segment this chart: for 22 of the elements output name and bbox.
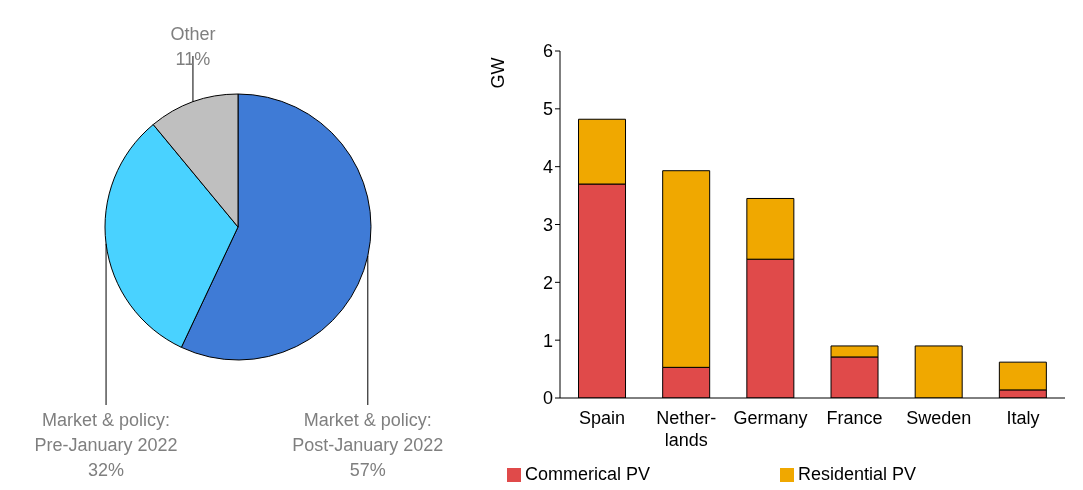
y-tick-label: 3	[542, 214, 553, 235]
x-tick-label: Italy	[1006, 408, 1040, 428]
y-tick-label: 0	[542, 388, 553, 409]
slice-label: Other	[170, 24, 216, 44]
legend-label: Commerical PV	[524, 464, 650, 484]
x-tick-label: Spain	[579, 408, 626, 428]
x-tick-label: Nether-lands	[656, 408, 717, 450]
y-tick-label: 5	[542, 99, 553, 120]
y-tick-label: 6	[542, 41, 553, 62]
slice-label: Market & policy: Post-January 2022	[292, 410, 444, 455]
legend-label: Residential PV	[797, 464, 917, 484]
slice-label: Market & policy: Pre-January 2022	[34, 410, 178, 455]
x-tick-label: Sweden	[906, 408, 972, 428]
x-tick-label: Germany	[733, 408, 808, 428]
y-tick-label: 4	[542, 157, 553, 178]
y-tick-label: 1	[542, 330, 553, 351]
data-label: 11%	[175, 49, 211, 69]
data-label: 57%	[349, 460, 386, 480]
data-label: 32%	[88, 460, 125, 480]
y-tick-label: 2	[542, 272, 553, 293]
x-tick-label: France	[826, 408, 883, 428]
y-axis-title: GW	[488, 57, 508, 89]
